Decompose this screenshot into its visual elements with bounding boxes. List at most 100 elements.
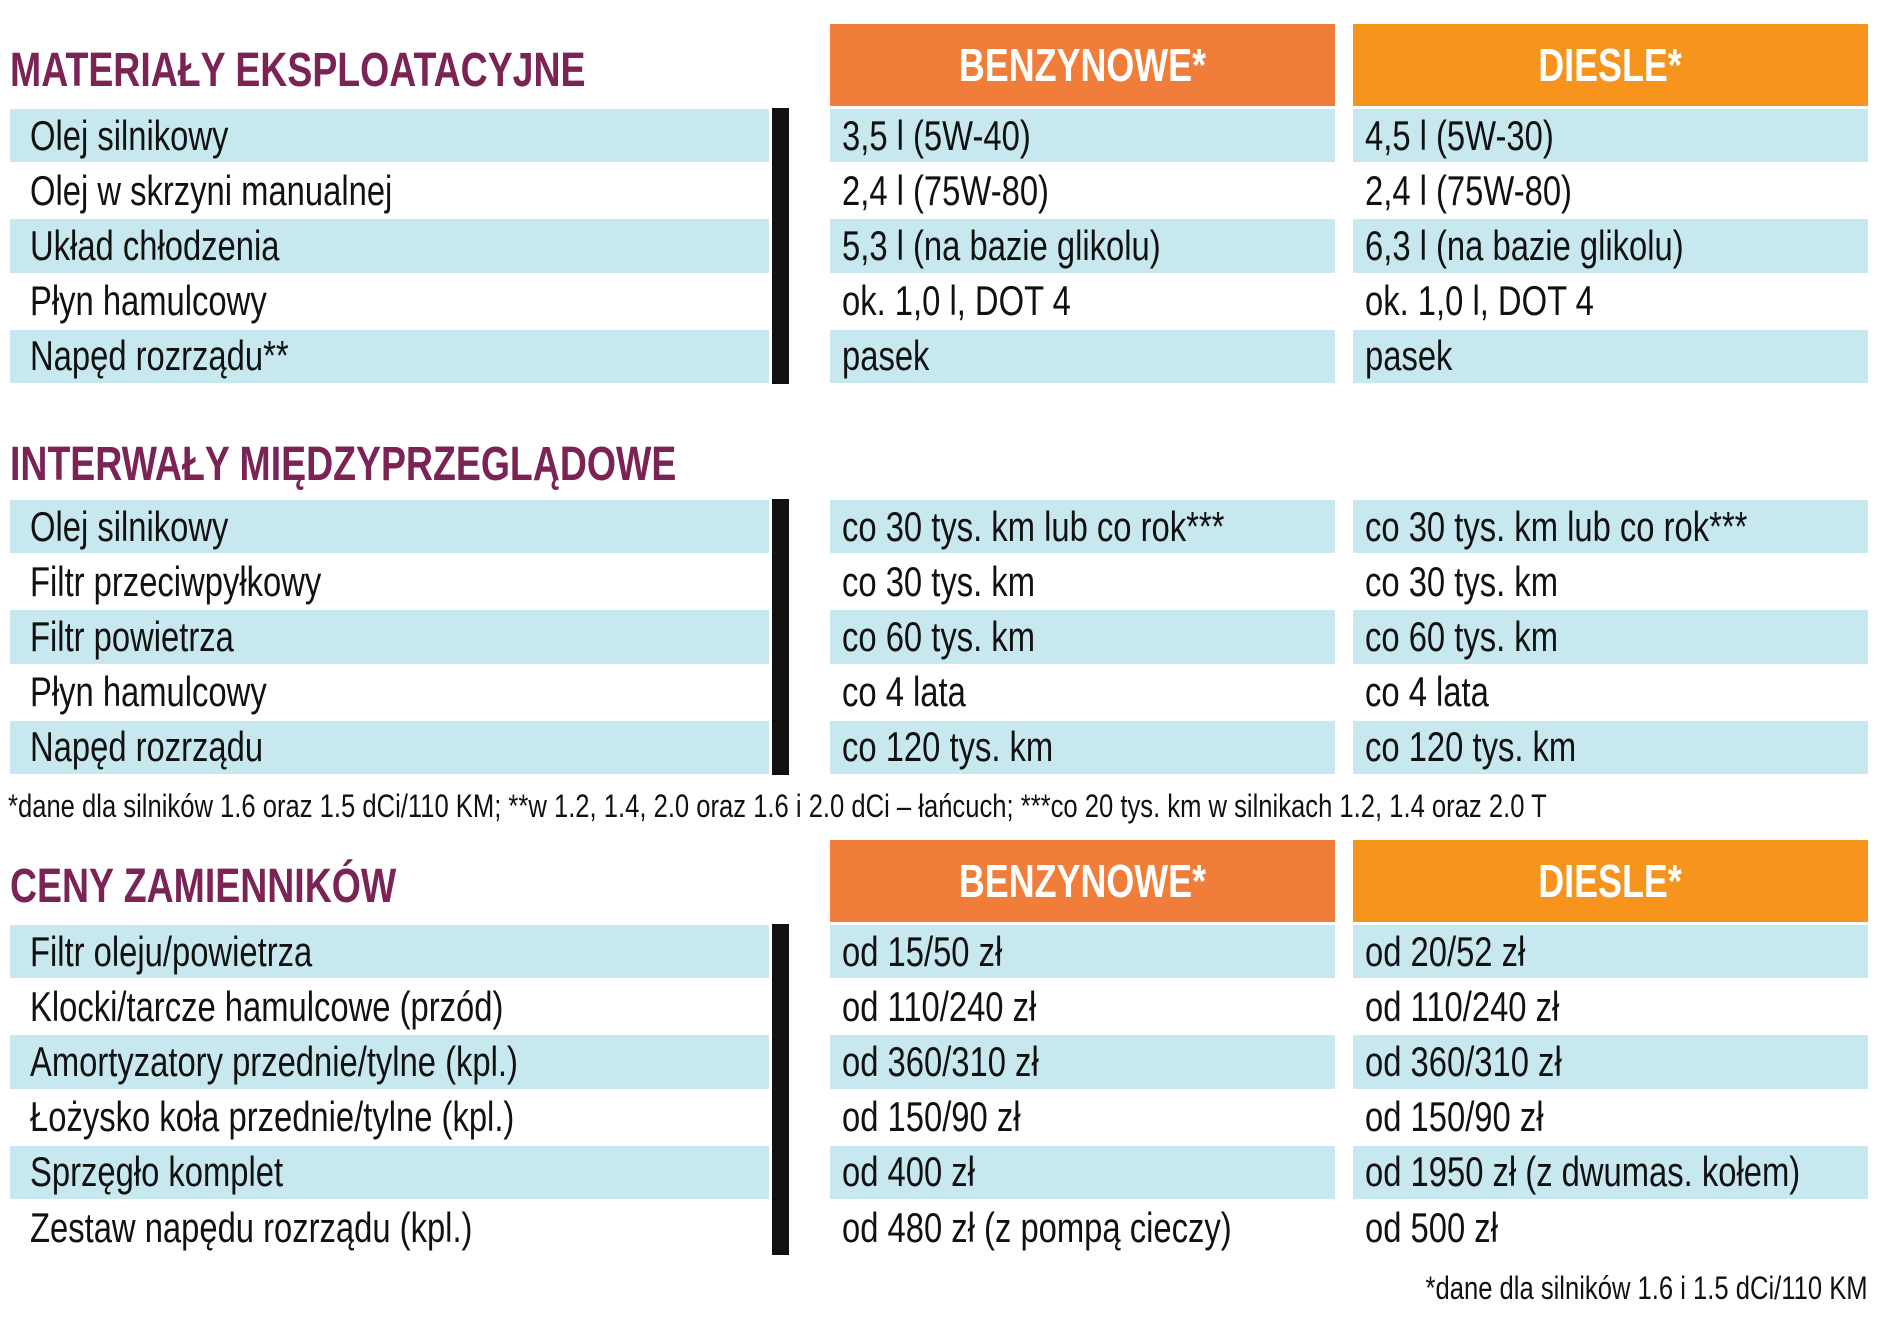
row-label: Olej silnikowy [10, 109, 769, 163]
value-cell: od 360/310 zł [1353, 1035, 1868, 1089]
value-cell: od 480 zł (z pompą cieczy) [830, 1201, 1335, 1254]
value-cell: pasek [1353, 329, 1868, 383]
row-label-text: Napęd rozrządu** [30, 332, 289, 380]
value-cell: pasek [830, 329, 1335, 383]
value-cell-text: 2,4 l (75W-80) [842, 166, 1049, 214]
row-label: Płyn hamulcowy [10, 666, 769, 719]
value-cell: co 30 tys. km [830, 555, 1335, 608]
value-cell: 4,5 l (5W-30) [1353, 109, 1868, 163]
row-label: Olej w skrzyni manualnej [10, 164, 769, 217]
value-cell: od 20/52 zł [1353, 925, 1868, 979]
value-cell: 2,4 l (75W-80) [1353, 164, 1868, 217]
value-cell-text: od 150/90 zł [1365, 1093, 1544, 1141]
value-cell-text: ok. 1,0 l, DOT 4 [842, 277, 1071, 325]
value-cell-text: ok. 1,0 l, DOT 4 [1365, 277, 1594, 325]
value-cell-text: co 120 tys. km [842, 723, 1054, 771]
row-label: Sprzęgło komplet [10, 1145, 769, 1199]
value-cell: co 60 tys. km [1353, 610, 1868, 664]
value-cell: 2,4 l (75W-80) [830, 164, 1335, 217]
row-label-text: Sprzęgło komplet [30, 1148, 284, 1196]
value-cell-text: od 400 zł [842, 1148, 975, 1196]
value-cell-text: 4,5 l (5W-30) [1365, 111, 1554, 159]
value-cell-text: 5,3 l (na bazie glikolu) [842, 221, 1161, 269]
column-header: BENZYNOWE* [830, 24, 1335, 106]
value-cell: od 150/90 zł [830, 1091, 1335, 1144]
column-header: BENZYNOWE* [830, 840, 1335, 922]
value-cell: co 60 tys. km [830, 610, 1335, 664]
value-cell-text: co 30 tys. km [842, 557, 1035, 605]
section-title: CENY ZAMIENNIKÓW [10, 858, 770, 914]
row-label-text: Zestaw napędu rozrządu (kpl.) [30, 1203, 473, 1251]
footnote: *dane dla silników 1.6 oraz 1.5 dCi/110 … [8, 786, 1868, 826]
value-cell-text: 6,3 l (na bazie glikolu) [1365, 221, 1684, 269]
row-label-text: Układ chłodzenia [30, 221, 280, 269]
section-title-text: CENY ZAMIENNIKÓW [10, 859, 397, 913]
value-cell: 5,3 l (na bazie glikolu) [830, 219, 1335, 273]
row-label-text: Płyn hamulcowy [30, 668, 267, 716]
value-cell: od 400 zł [830, 1145, 1335, 1199]
column-header-text: DIESLE* [1538, 39, 1683, 91]
divider-bar [772, 499, 789, 775]
row-label: Klocki/tarcze hamulcowe (przód) [10, 980, 769, 1033]
value-cell-text: 3,5 l (5W-40) [842, 111, 1031, 159]
row-label: Zestaw napędu rozrządu (kpl.) [10, 1201, 769, 1254]
value-cell-text: pasek [842, 332, 930, 380]
value-cell: od 15/50 zł [830, 925, 1335, 979]
row-label-text: Olej w skrzyni manualnej [30, 166, 393, 214]
footnote-text: *dane dla silników 1.6 i 1.5 dCi/110 KM [1425, 1269, 1868, 1306]
value-cell: ok. 1,0 l, DOT 4 [830, 275, 1335, 328]
value-cell-text: od 480 zł (z pompą cieczy) [842, 1203, 1232, 1251]
row-label: Filtr powietrza [10, 610, 769, 664]
section-title-text: INTERWAŁY MIĘDZYPRZEGLĄDOWE [10, 437, 677, 491]
row-label-text: Olej silnikowy [30, 502, 229, 550]
row-label-text: Klocki/tarcze hamulcowe (przód) [30, 982, 504, 1030]
row-label: Olej silnikowy [10, 500, 769, 554]
value-cell-text: co 30 tys. km lub co rok*** [842, 502, 1225, 550]
row-label-text: Filtr powietrza [30, 612, 234, 660]
row-label: Napęd rozrządu** [10, 329, 769, 383]
value-cell-text: co 60 tys. km [842, 612, 1035, 660]
value-cell: co 120 tys. km [830, 720, 1335, 774]
value-cell: od 1950 zł (z dwumas. kołem) [1353, 1145, 1868, 1199]
row-label-text: Łożysko koła przednie/tylne (kpl.) [30, 1093, 515, 1141]
value-cell: co 4 lata [830, 666, 1335, 719]
footnote-text: *dane dla silników 1.6 oraz 1.5 dCi/110 … [8, 787, 1547, 824]
value-cell: 6,3 l (na bazie glikolu) [1353, 219, 1868, 273]
section-title: MATERIAŁY EKSPLOATACYJNE [10, 42, 770, 98]
value-cell-text: od 150/90 zł [842, 1093, 1021, 1141]
divider-bar [772, 924, 789, 1256]
value-cell-text: od 360/310 zł [842, 1037, 1039, 1085]
row-label-text: Napęd rozrządu [30, 723, 264, 771]
column-header-text: BENZYNOWE* [958, 39, 1207, 91]
value-cell-text: od 500 zł [1365, 1203, 1498, 1251]
row-label: Płyn hamulcowy [10, 275, 769, 328]
value-cell-text: od 110/240 zł [1365, 982, 1560, 1030]
value-cell: co 4 lata [1353, 666, 1868, 719]
value-cell: od 110/240 zł [830, 980, 1335, 1033]
row-label: Układ chłodzenia [10, 219, 769, 273]
footnote: *dane dla silników 1.6 i 1.5 dCi/110 KM [1300, 1268, 1868, 1308]
divider-bar [772, 108, 789, 384]
row-label-text: Olej silnikowy [30, 111, 229, 159]
value-cell-text: co 30 tys. km lub co rok*** [1365, 502, 1748, 550]
value-cell-text: od 20/52 zł [1365, 927, 1526, 975]
value-cell: od 360/310 zł [830, 1035, 1335, 1089]
value-cell-text: co 60 tys. km [1365, 612, 1558, 660]
value-cell: od 500 zł [1353, 1201, 1868, 1254]
row-label: Filtr przeciwpyłkowy [10, 555, 769, 608]
row-label-text: Filtr oleju/powietrza [30, 927, 313, 975]
value-cell-text: od 1950 zł (z dwumas. kołem) [1365, 1148, 1801, 1196]
value-cell: od 150/90 zł [1353, 1091, 1868, 1144]
column-header-text: DIESLE* [1538, 855, 1683, 907]
value-cell-text: co 30 tys. km [1365, 557, 1558, 605]
row-label: Napęd rozrządu [10, 720, 769, 774]
value-cell: ok. 1,0 l, DOT 4 [1353, 275, 1868, 328]
column-header-text: BENZYNOWE* [958, 855, 1207, 907]
value-cell: co 30 tys. km lub co rok*** [1353, 500, 1868, 554]
value-cell: co 30 tys. km [1353, 555, 1868, 608]
value-cell-text: od 110/240 zł [842, 982, 1037, 1030]
row-label: Filtr oleju/powietrza [10, 925, 769, 979]
column-header: DIESLE* [1353, 24, 1868, 106]
value-cell-text: od 360/310 zł [1365, 1037, 1562, 1085]
